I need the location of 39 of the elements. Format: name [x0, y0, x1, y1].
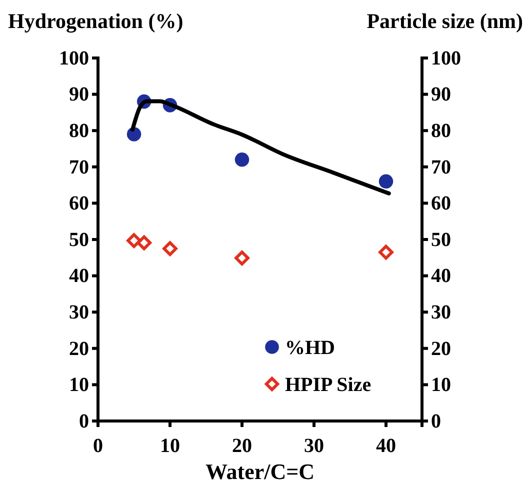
y-tick-label: 70 — [69, 156, 89, 178]
y2-tick-label: 100 — [431, 47, 461, 70]
y-tick-label: 30 — [69, 302, 89, 324]
y2-tick-label: 50 — [431, 228, 451, 251]
x-tick-label: 10 — [160, 435, 180, 457]
point — [136, 235, 152, 250]
y-tick-label: 20 — [69, 338, 89, 360]
y-tick-label: 90 — [69, 84, 89, 106]
point — [234, 152, 250, 167]
y-tick-label: 100 — [59, 47, 89, 70]
y-tick-label: 10 — [69, 374, 89, 396]
y-tick-label: 80 — [69, 120, 89, 142]
x-axis-title: Water/C=C — [205, 459, 315, 484]
y2-tick-label: 40 — [431, 265, 451, 288]
point — [162, 241, 178, 256]
legend-label: %HD — [285, 337, 335, 359]
point — [126, 233, 142, 248]
x-tick-label: 20 — [232, 435, 252, 457]
point — [234, 250, 250, 266]
y2-tick-label: 60 — [431, 192, 451, 215]
x-tick-label: 40 — [376, 435, 396, 457]
y2-tick-label: 0 — [431, 410, 441, 432]
point — [378, 174, 394, 189]
y-axis-title: Hydrogenation (%) — [8, 9, 184, 33]
y-tick-label: 50 — [69, 228, 89, 251]
x-tick-label: 30 — [304, 435, 324, 457]
y-tick-label: 60 — [69, 192, 89, 215]
y2-tick-label: 90 — [431, 84, 451, 106]
point — [378, 244, 394, 260]
y-tick-label: 40 — [69, 265, 89, 288]
y2-tick-label: 20 — [431, 338, 451, 360]
y2-tick-label: 30 — [431, 302, 451, 324]
legend-label: HPIP Size — [285, 374, 372, 396]
y2-tick-label: 80 — [431, 120, 451, 142]
y2-axis-title: Particle size (nm) — [366, 9, 523, 33]
y2-tick-label: 10 — [431, 374, 451, 396]
y2-tick-label: 70 — [431, 156, 451, 178]
x-tick-label: 0 — [93, 435, 103, 457]
y-tick-label: 0 — [79, 410, 89, 432]
